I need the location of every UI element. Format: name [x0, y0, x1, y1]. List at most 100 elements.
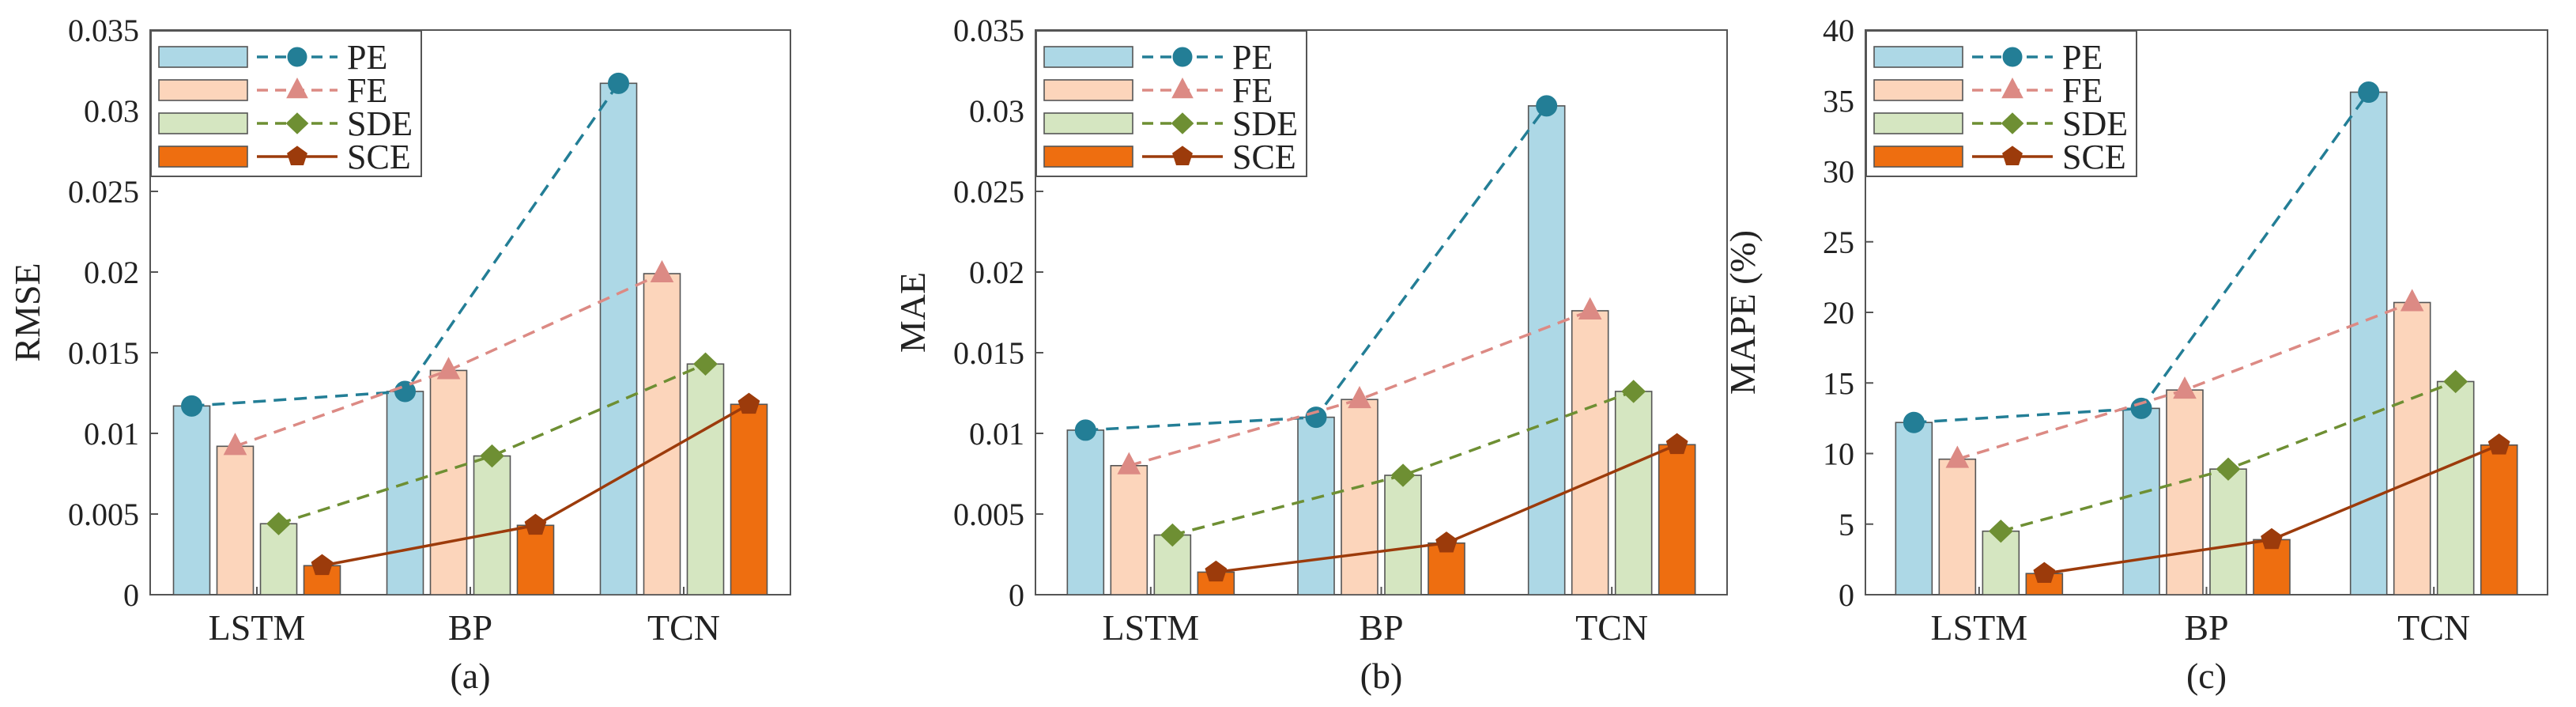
legend-swatch-pe: [158, 46, 248, 68]
y-tick-label: 5: [1839, 507, 1854, 543]
marker-sde-bp: [480, 444, 504, 468]
y-tick-label: 0: [1009, 577, 1024, 613]
y-tick-label: 0: [123, 577, 139, 613]
legend-swatch-fe: [1043, 79, 1133, 101]
marker-sce-lstm: [311, 554, 334, 576]
y-tick-label: 0: [1839, 577, 1854, 613]
y-tick-label: 0.01: [969, 416, 1024, 452]
x-category-label: LSTM: [1930, 607, 2027, 648]
bar-fe-bp: [429, 369, 468, 595]
marker-fe-tcn: [650, 259, 674, 283]
y-axis-title: RMSE: [7, 263, 47, 361]
legend-swatch-sce: [158, 146, 248, 168]
bar-pe-bp: [386, 391, 424, 595]
marker-sce-tcn: [2487, 433, 2510, 455]
marker-sde-bp: [2216, 457, 2241, 481]
y-tick-label: 35: [1823, 83, 1854, 119]
panel-caption: (a): [450, 656, 490, 696]
bar-fe-lstm: [216, 445, 255, 595]
y-tick-label: 0.02: [84, 255, 139, 290]
y-tick-label: 0.035: [68, 13, 139, 48]
marker-pe-tcn: [2358, 81, 2380, 104]
legend-marker-fe: [286, 77, 308, 99]
x-category-label: LSTM: [1102, 607, 1199, 648]
bar-pe-lstm: [1895, 422, 1933, 595]
marker-fe-lstm: [223, 433, 247, 456]
legend-marker-pe: [287, 47, 307, 67]
legend-swatch-sde: [158, 112, 248, 134]
bar-sde-bp: [2209, 468, 2247, 595]
bar-pe-lstm: [1066, 429, 1105, 595]
marker-sce-tcn: [737, 392, 760, 414]
legend-marker-fe: [2001, 77, 2023, 99]
y-tick-label: 0.03: [84, 93, 139, 129]
marker-pe-bp: [2130, 397, 2152, 419]
panel-caption: (b): [1360, 656, 1403, 696]
legend-swatch-sde: [1873, 112, 1963, 134]
marker-sce-lstm: [1205, 560, 1228, 582]
y-tick-label: 0.015: [68, 335, 139, 371]
legend-label-sde: SDE: [1232, 104, 1298, 143]
marker-pe-lstm: [1074, 419, 1096, 441]
marker-fe-bp: [1348, 385, 1371, 409]
legend-marker-sde: [1171, 112, 1194, 134]
y-axis-title: MAPE (%): [1722, 230, 1763, 395]
legend-swatch-pe: [1043, 46, 1133, 68]
legend-marker-sce: [1172, 146, 1193, 166]
legend-label-sce: SCE: [1232, 138, 1296, 176]
bar-fe-tcn: [643, 273, 681, 595]
x-category-label: TCN: [2397, 607, 2470, 648]
marker-sde-tcn: [2443, 369, 2469, 394]
y-tick-label: 0.005: [68, 497, 139, 532]
legend-marker-pe: [2002, 47, 2023, 67]
y-tick-label: 0.025: [68, 174, 139, 210]
y-tick-label: 15: [1823, 365, 1854, 401]
marker-sde-lstm: [1160, 523, 1185, 547]
legend-swatch-sce: [1043, 146, 1133, 168]
bar-sde-bp: [1384, 474, 1422, 595]
bar-sde-tcn: [686, 363, 725, 595]
panel-a-rmse-chart: 0 0.005 0.01 0.015 0.02 0.025 0.03 0.035 LSTM BP T…: [7, 13, 791, 696]
bar-fe-tcn: [2393, 301, 2431, 595]
panel-caption: (c): [2186, 656, 2227, 696]
bar-sde-bp: [473, 455, 511, 595]
legend-label-pe: PE: [1232, 38, 1273, 77]
marker-fe-tcn: [2400, 289, 2424, 312]
bar-sce-bp: [516, 524, 555, 595]
marker-pe-tcn: [1536, 95, 1558, 117]
marker-sce-lstm: [2033, 561, 2056, 584]
legend-swatch-fe: [1873, 79, 1963, 101]
legend-marker-sce: [287, 146, 307, 166]
legend-label-pe: PE: [2062, 38, 2103, 77]
bar-sce-tcn: [2480, 444, 2518, 595]
legend-label-sde: SDE: [2062, 104, 2128, 143]
y-tick-label: 0.02: [969, 255, 1024, 290]
line-sde: [277, 362, 707, 525]
legend-swatch-sce: [1873, 146, 1963, 168]
bar-sce-tcn: [1658, 444, 1696, 595]
legend-label-pe: PE: [347, 38, 387, 77]
legend-label-sce: SCE: [347, 138, 411, 176]
legend-swatch-fe: [158, 79, 248, 101]
y-axis-title: MAE: [892, 272, 933, 353]
bar-sde-lstm: [1153, 534, 1192, 595]
legend-label-fe: FE: [347, 71, 387, 110]
bar-fe-tcn: [1571, 310, 1609, 595]
panel-b-mae-chart: 0 0.005 0.01 0.015 0.02 0.025 0.03 0.035 LSTM BP T…: [892, 13, 1728, 696]
marker-fe-lstm: [1945, 445, 1970, 468]
marker-sce-tcn: [1665, 433, 1688, 455]
x-category-label: BP: [448, 607, 492, 648]
y-tick-label: 25: [1823, 225, 1854, 260]
y-tick-label: 0.005: [953, 497, 1024, 532]
panel-c-mape-chart: 0 5 10 15 20 25 30 35 40 LSTM BP TCN MAPE (%) (c) PEFE…: [1722, 13, 2548, 696]
legend-label-sce: SCE: [2062, 138, 2126, 176]
marker-fe-lstm: [1117, 452, 1141, 474]
x-category-label: BP: [1359, 607, 1403, 648]
bar-pe-tcn: [2349, 91, 2388, 595]
marker-sce-bp: [524, 513, 547, 535]
bar-sce-tcn: [730, 403, 768, 595]
marker-sde-bp: [1390, 463, 1416, 487]
marker-fe-bp: [436, 357, 461, 380]
marker-sde-tcn: [693, 352, 718, 376]
